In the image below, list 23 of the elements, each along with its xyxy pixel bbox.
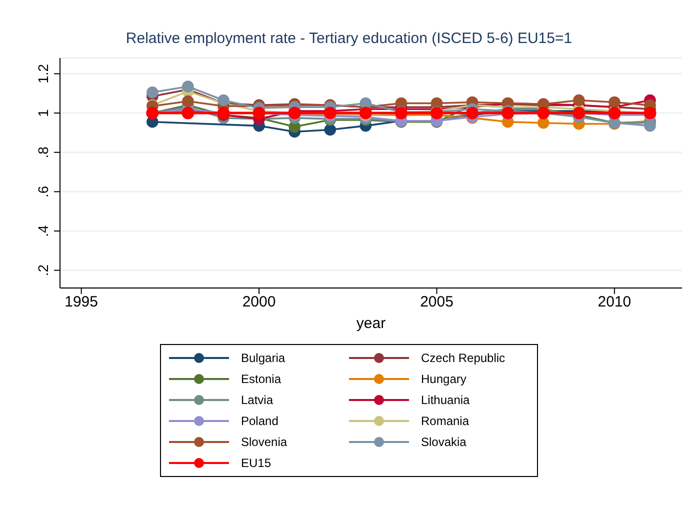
x-tick-label: 2000	[242, 294, 276, 311]
chart-title: Relative employment rate - Tertiary education (ISCED 5-6) EU15=1	[124, 29, 574, 49]
y-tick-label: .8	[35, 146, 51, 158]
legend-label: EU15	[241, 456, 272, 470]
legend-label: Hungary	[421, 372, 466, 386]
legend-label: Czech Republic	[421, 351, 506, 365]
x-tick-label: 1995	[64, 294, 98, 311]
y-tick-label: 1.2	[35, 64, 51, 84]
y-tick-label: .2	[35, 264, 51, 276]
y-tick-label: 1	[35, 108, 51, 117]
x-tick-label: 2010	[598, 294, 632, 311]
legend-label: Latvia	[241, 393, 274, 407]
legend-label: Estonia	[241, 372, 282, 386]
legend-label: Bulgaria	[241, 351, 286, 365]
x-axis-title: year	[356, 315, 386, 332]
y-tick-label: .4	[35, 224, 51, 237]
legend-label: Poland	[241, 414, 278, 428]
y-tick-label: .6	[35, 186, 51, 198]
legend-label: Slovakia	[421, 435, 466, 449]
legend-label: Slovenia	[241, 435, 288, 449]
legend-label: Lithuania	[421, 393, 470, 407]
x-tick-label: 2005	[420, 294, 454, 311]
legend-label: Romania	[421, 414, 470, 428]
